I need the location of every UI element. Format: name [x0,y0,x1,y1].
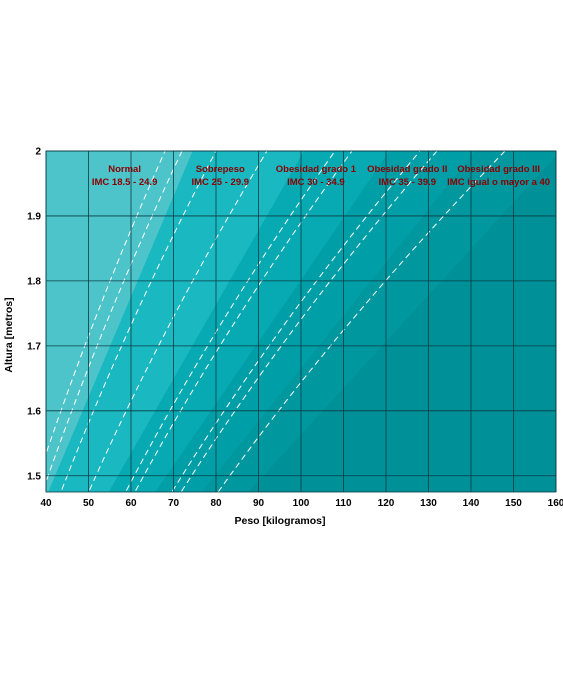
x-tick-label: 100 [293,498,310,509]
y-tick-label: 1.9 [27,211,41,222]
bmi-dashed-line [46,151,166,456]
x-tick-label: 130 [420,498,437,509]
x-axis-title: Peso [kilogramos] [234,515,325,527]
category-name: Normal [108,164,141,175]
y-tick-label: 1.7 [27,341,41,352]
y-tick-label: 2 [35,147,41,158]
bmi-dashed-line [171,151,421,492]
bmi-dashed-line [46,151,183,484]
x-tick-label: 50 [83,498,95,509]
y-tick-label: 1.5 [27,471,41,482]
bmi-dashed-lines [46,151,506,492]
y-tick-label: 1.8 [27,276,41,287]
category-range: IMC 35 - 39.9 [378,177,436,188]
x-tick-label: 40 [40,498,52,509]
zone-underweight [46,151,193,492]
x-tick-label: 60 [125,498,137,509]
bmi-dashed-line [217,151,506,492]
category-name: Obesidad grado II [367,164,447,175]
x-tick-label: 80 [210,498,222,509]
grid-lines [45,150,557,492]
category-name: Obesidad grado 1 [276,164,357,175]
category-range: IMC 25 - 29.9 [191,177,249,188]
x-tick-label: 90 [253,498,265,509]
y-tick-label: 1.6 [27,406,41,417]
x-tick-label: 150 [505,498,522,509]
bmi-dashed-line [60,151,217,492]
x-tick-label: 160 [548,498,563,509]
x-tick-label: 140 [463,498,480,509]
y-axis-title: Altura [metros] [3,297,15,372]
x-tick-label: 120 [378,498,395,509]
category-range: IMC 18.5 - 24.9 [92,177,157,188]
category-name: Sobrepeso [196,164,245,175]
category-range: IMC igual o mayor a 40 [447,177,550,188]
bmi-dashed-line [88,151,268,492]
x-tick-label: 70 [168,498,180,509]
x-tick-label: 110 [335,498,352,509]
plot-frame [45,150,557,493]
category-labels: Normal IMC 18.5 - 24.9 Sobrepeso IMC 25 - 2… [92,164,550,188]
x-axis-ticks: 40 50 60 70 80 90 100 110 120 130 140 150 160 [40,498,563,509]
y-axis-ticks: 1.5 1.6 1.7 1.8 1.9 2 [27,147,41,483]
bmi-dashed-line [134,151,353,492]
category-name: Obesidad grado III [457,164,540,175]
bmi-dashed-line [180,151,438,492]
category-range: IMC 30 - 34.9 [287,177,345,188]
bmi-dashed-line [125,151,336,492]
